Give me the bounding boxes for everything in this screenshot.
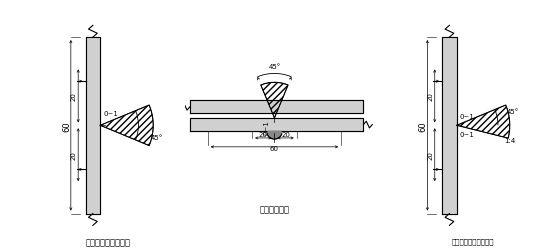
Polygon shape: [86, 38, 100, 214]
Text: 45°: 45°: [507, 108, 519, 114]
Text: 45°: 45°: [268, 64, 281, 70]
Text: 45°: 45°: [150, 134, 162, 140]
Text: 不等断面水平焊缝详图: 不等断面水平焊缝详图: [452, 237, 494, 244]
Text: 等断面水平焊缝详图: 等断面水平焊缝详图: [85, 237, 130, 246]
Text: 20: 20: [281, 131, 290, 137]
Text: 0~1: 0~1: [264, 120, 270, 134]
Polygon shape: [267, 132, 282, 140]
Text: 20: 20: [71, 92, 77, 101]
Text: 20: 20: [259, 131, 268, 137]
Text: 垂直焊缝详图: 垂直焊缝详图: [259, 205, 290, 214]
Text: 0~1: 0~1: [460, 114, 475, 120]
Text: 60: 60: [418, 120, 427, 131]
Text: 0~1: 0~1: [103, 111, 118, 117]
Text: 20: 20: [71, 151, 77, 160]
Text: 0~1: 0~1: [460, 132, 475, 138]
Text: 20: 20: [427, 151, 433, 160]
Text: 20: 20: [427, 92, 433, 101]
Text: 60: 60: [270, 146, 279, 152]
Polygon shape: [190, 118, 363, 132]
Polygon shape: [442, 38, 457, 214]
Polygon shape: [190, 101, 363, 114]
Text: 1:4: 1:4: [504, 138, 515, 143]
Text: 60: 60: [62, 120, 71, 131]
